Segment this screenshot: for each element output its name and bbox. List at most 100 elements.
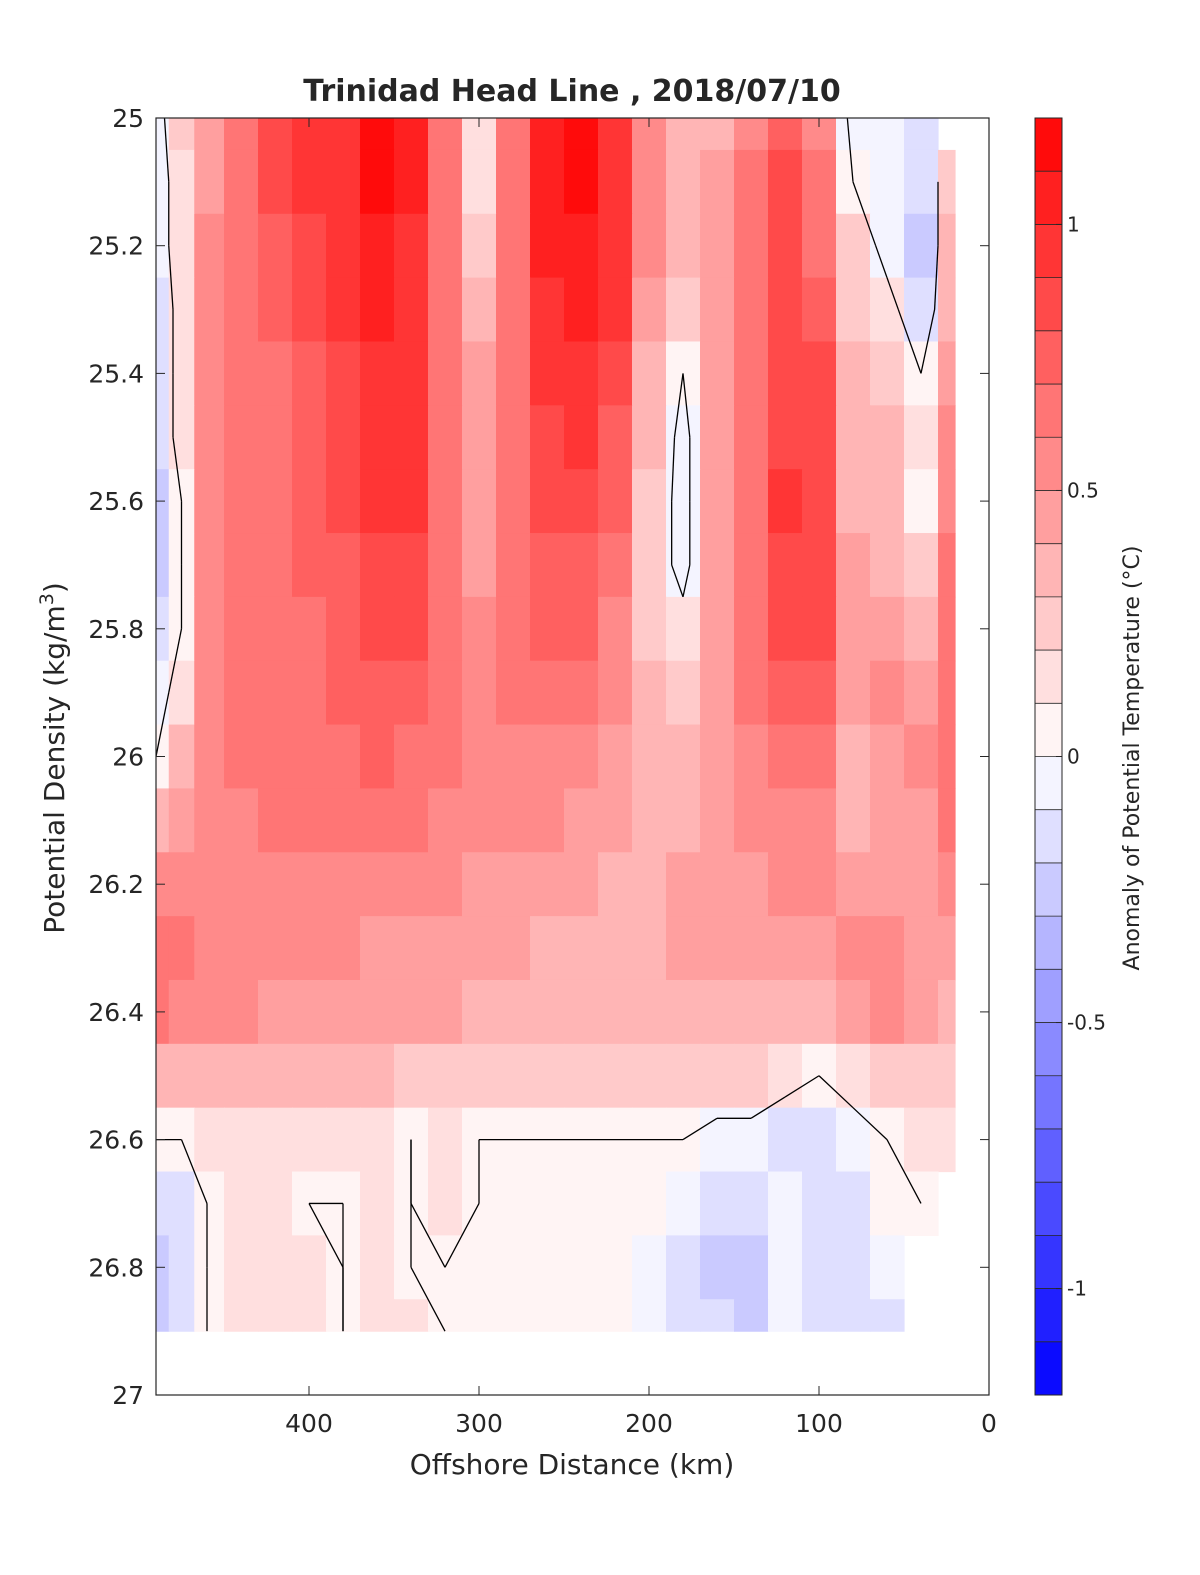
heatmap-cell — [326, 788, 361, 853]
heatmap-cell — [768, 1299, 803, 1332]
heatmap-cell — [194, 213, 225, 279]
heatmap-cell — [326, 405, 361, 470]
heatmap-cell — [496, 852, 531, 917]
heatmap-cell — [598, 852, 633, 917]
heatmap-cell — [326, 118, 361, 151]
heatmap-cell — [428, 149, 463, 215]
heatmap-cell — [734, 118, 769, 151]
heatmap-cell — [734, 533, 769, 598]
zero-contour-segment — [172, 437, 183, 502]
heatmap-cell — [326, 660, 361, 726]
heatmap-cell — [394, 596, 429, 662]
heatmap-cell — [632, 405, 667, 470]
heatmap-cell — [496, 213, 531, 279]
colorbar-level — [1035, 969, 1062, 1023]
heatmap-cell — [462, 852, 497, 917]
zero-contour-segment — [852, 181, 877, 246]
heatmap-cell — [904, 724, 939, 790]
zero-contour-segment — [682, 564, 691, 598]
heatmap-cell — [496, 660, 531, 726]
heatmap-cell — [224, 405, 259, 470]
heatmap-cell — [564, 660, 599, 726]
heatmap-cell — [530, 852, 565, 917]
heatmap-cell — [598, 213, 633, 279]
heatmap-cell — [462, 277, 497, 343]
heatmap-cell — [326, 916, 361, 981]
heatmap-cell — [462, 1299, 497, 1332]
heatmap-cell — [292, 1235, 327, 1300]
heatmap-cell — [904, 979, 939, 1045]
heatmap-cell — [870, 1171, 905, 1236]
colorbar-level — [1035, 1075, 1062, 1129]
heatmap-cell — [496, 118, 531, 151]
heatmap-cell — [632, 788, 667, 853]
heatmap-cell — [870, 1235, 905, 1300]
heatmap-cell — [700, 149, 735, 215]
heatmap-cell — [496, 788, 531, 853]
heatmap-cell — [904, 213, 939, 279]
heatmap-cell — [258, 916, 293, 981]
heatmap-cell — [326, 1043, 361, 1109]
heatmap-cell — [632, 1235, 667, 1300]
heatmap-cell — [666, 660, 701, 726]
heatmap-cell — [836, 788, 871, 853]
heatmap-cell — [292, 1107, 327, 1173]
heatmap-cell — [496, 149, 531, 215]
zero-contour-segment — [168, 245, 174, 310]
colorbar-tick-label: 0.5 — [1067, 478, 1099, 502]
heatmap-cell — [530, 118, 565, 151]
heatmap-cell — [224, 852, 259, 917]
heatmap-cell — [802, 1235, 837, 1300]
heatmap-cell — [292, 660, 327, 726]
heatmap-cell — [836, 1235, 871, 1300]
heatmap-cell — [734, 149, 769, 215]
heatmap-cell — [530, 979, 565, 1045]
heatmap-cell — [938, 1107, 956, 1173]
heatmap-cell — [224, 1299, 259, 1332]
heatmap-cell — [938, 724, 956, 790]
heatmap-cell — [224, 979, 259, 1045]
heatmap-cell — [292, 916, 327, 981]
y-axis-label-superscript: 3 — [36, 593, 58, 605]
heatmap-cell — [768, 469, 803, 534]
heatmap-cell — [394, 213, 429, 279]
heatmap-cell — [700, 596, 735, 662]
heatmap-cell — [768, 341, 803, 406]
heatmap-cell — [836, 213, 871, 279]
heatmap-cell — [292, 341, 327, 406]
heatmap-cell — [734, 405, 769, 470]
heatmap-cell — [632, 1171, 667, 1236]
heatmap-cell — [598, 341, 633, 406]
heatmap-cell — [870, 277, 905, 343]
x-tick-label: 300 — [455, 1409, 503, 1438]
heatmap-cell — [360, 660, 395, 726]
heatmap-cell — [156, 149, 170, 215]
heatmap-cell — [666, 1171, 701, 1236]
heatmap-cell — [700, 1235, 735, 1300]
heatmap-cell — [360, 533, 395, 598]
heatmap-cell — [156, 405, 170, 470]
heatmap-cell — [168, 724, 195, 790]
colorbar-level — [1035, 437, 1062, 491]
heatmap-cell — [292, 213, 327, 279]
colorbar-level — [1035, 330, 1062, 385]
heatmap-cell — [836, 533, 871, 598]
heatmap-cell — [802, 660, 837, 726]
heatmap-cell — [700, 277, 735, 343]
heatmap-cell — [768, 788, 803, 853]
heatmap-cell — [258, 213, 293, 279]
heatmap-cell — [938, 277, 956, 343]
heatmap-cell — [194, 1043, 225, 1109]
heatmap-cell — [156, 660, 170, 726]
heatmap-cell — [768, 724, 803, 790]
zero-contour-segment — [682, 373, 691, 438]
heatmap-cell — [666, 149, 701, 215]
y-axis: 25 25.2 25.4 25.6 25.8 26 26.2 26.4 26.6 26.8 27 — [88, 104, 989, 1410]
heatmap-cell — [836, 660, 871, 726]
heatmap-cell — [700, 660, 735, 726]
zero-contour-segment — [671, 564, 684, 598]
heatmap-cell — [564, 213, 599, 279]
heatmap-cell — [292, 724, 327, 790]
heatmap-cell — [598, 533, 633, 598]
heatmap-cell — [632, 1043, 667, 1109]
